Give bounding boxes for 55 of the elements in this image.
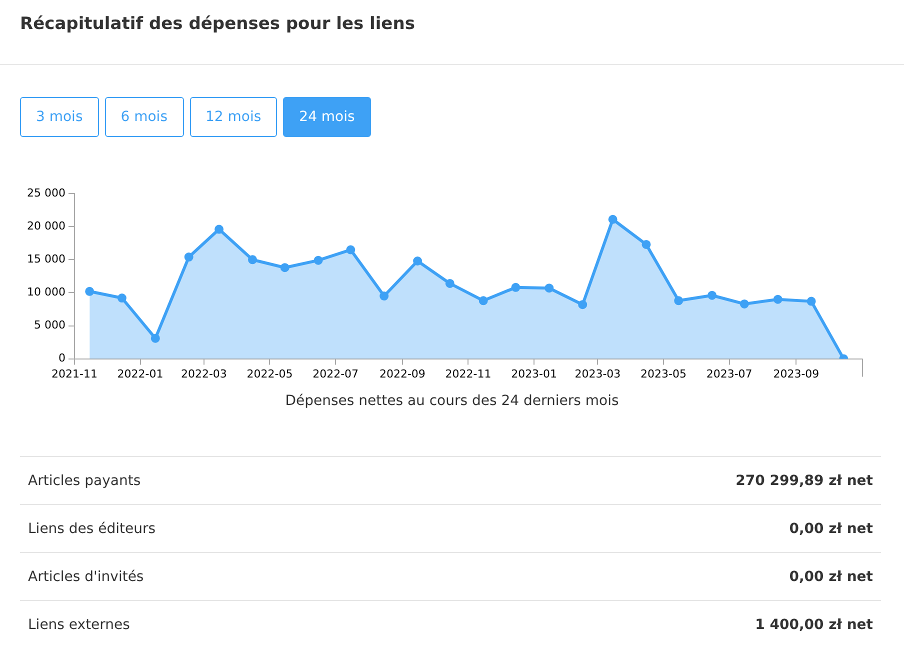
y-tick-label: 20 000 <box>26 220 66 232</box>
point <box>642 240 651 249</box>
x-tick-label: 2023-01 <box>511 367 558 380</box>
y-tick-label: 15 000 <box>26 252 66 266</box>
category-label: Articles payants <box>28 472 141 488</box>
point <box>578 300 588 310</box>
point <box>608 214 618 224</box>
point <box>117 294 126 303</box>
point <box>184 252 194 262</box>
point <box>346 245 356 254</box>
chart-title: Récapitulatif des dépenses pour les liens <box>20 14 415 34</box>
x-axis-title: Dépenses nettes au cours des 24 derniers mois <box>284 393 620 409</box>
point <box>544 284 554 293</box>
y-tick-label: 25 000 <box>26 186 66 200</box>
point <box>380 292 389 301</box>
point <box>478 296 488 306</box>
y-tick-label: 5 000 <box>34 318 66 332</box>
point <box>708 290 717 300</box>
x-tick-label: 2022-05 <box>246 367 293 380</box>
x-tick-label: 2023-05 <box>640 367 686 380</box>
category-label: Articles d'invités <box>28 568 144 584</box>
point <box>740 299 749 308</box>
point <box>445 278 454 288</box>
category-label: Liens externes <box>28 616 130 632</box>
point <box>85 286 94 296</box>
point <box>150 334 160 343</box>
point <box>413 256 422 266</box>
text: 12 mois <box>190 97 278 137</box>
point <box>806 296 816 306</box>
text: 6 mois <box>104 97 184 137</box>
point <box>248 255 257 264</box>
text: 3 mois <box>20 97 99 137</box>
x-tick-label: 2023-03 <box>574 367 621 380</box>
text: 24 mois <box>283 97 371 137</box>
x-tick-label: 2022-09 <box>379 367 426 380</box>
point <box>773 294 782 304</box>
text: 0,00 zł net <box>789 568 873 584</box>
x-tick-label: 2023-09 <box>773 367 820 380</box>
category-label: Liens des éditeurs <box>28 520 156 536</box>
x-tick-label: 2022-03 <box>180 367 227 380</box>
point <box>214 224 224 234</box>
x-tick-label: 2021-11 <box>52 367 98 380</box>
x-tick-label: 2022-11 <box>445 367 492 380</box>
x-tick-label: 2022-01 <box>117 367 164 380</box>
text: 1 400,00 zł net <box>755 616 873 632</box>
text: 270 299,89 zł net <box>736 472 873 488</box>
point <box>280 263 290 272</box>
x-tick-label: 2023-07 <box>706 367 752 380</box>
point <box>314 256 323 265</box>
point <box>511 282 520 292</box>
point <box>674 296 684 306</box>
y-tick-label: 0 <box>58 352 66 365</box>
y-tick-label: 10 000 <box>26 286 66 299</box>
text: 0,00 zł net <box>789 520 873 536</box>
x-tick-label: 2022-07 <box>312 367 359 380</box>
